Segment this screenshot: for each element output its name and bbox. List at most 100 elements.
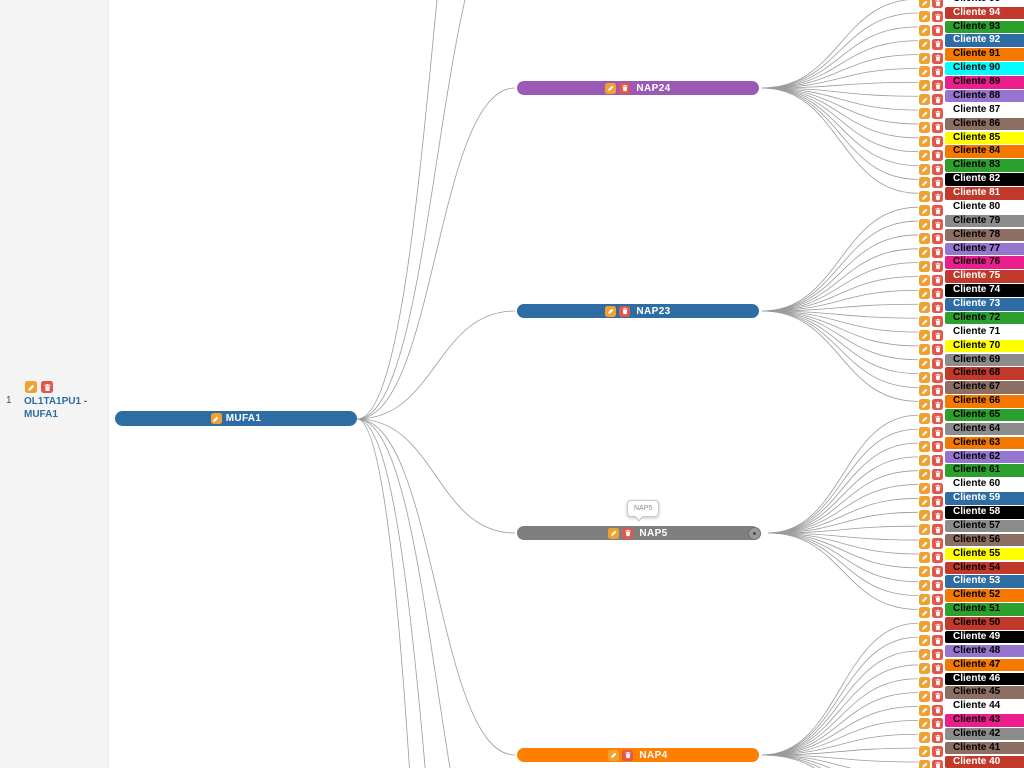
delete-icon[interactable] bbox=[932, 746, 943, 758]
delete-icon[interactable] bbox=[932, 232, 943, 244]
client-node[interactable]: Cliente 55 bbox=[945, 547, 1024, 561]
client-node[interactable]: Cliente 93 bbox=[945, 20, 1024, 34]
client-node[interactable]: Cliente 94 bbox=[945, 6, 1024, 20]
delete-icon[interactable] bbox=[932, 524, 943, 536]
delete-icon[interactable] bbox=[932, 357, 943, 369]
delete-icon[interactable] bbox=[619, 82, 631, 94]
delete-icon[interactable] bbox=[932, 66, 943, 78]
edit-icon[interactable] bbox=[919, 510, 930, 522]
edit-icon[interactable] bbox=[919, 551, 930, 563]
client-node[interactable]: Cliente 75 bbox=[945, 270, 1024, 283]
delete-icon[interactable] bbox=[932, 80, 943, 92]
client-node[interactable]: Cliente 45 bbox=[945, 686, 1024, 699]
client-node[interactable]: Cliente 85 bbox=[945, 131, 1024, 145]
edit-icon[interactable] bbox=[919, 579, 930, 591]
edit-icon[interactable] bbox=[919, 565, 930, 577]
delete-icon[interactable] bbox=[932, 288, 943, 300]
edit-icon[interactable] bbox=[919, 330, 930, 341]
client-node[interactable]: Cliente 46 bbox=[945, 672, 1024, 685]
edit-icon[interactable] bbox=[919, 80, 930, 92]
delete-icon[interactable] bbox=[932, 38, 943, 50]
delete-icon[interactable] bbox=[932, 607, 943, 619]
delete-icon[interactable] bbox=[932, 551, 943, 563]
edit-icon[interactable] bbox=[919, 593, 930, 605]
delete-icon[interactable] bbox=[932, 94, 943, 106]
edit-icon[interactable] bbox=[919, 413, 930, 425]
client-node[interactable]: Cliente 70 bbox=[945, 339, 1024, 353]
nap-node[interactable]: NAP5 bbox=[517, 526, 759, 540]
client-node[interactable]: Cliente 68 bbox=[945, 367, 1024, 380]
edit-icon[interactable] bbox=[919, 191, 930, 203]
edit-icon[interactable] bbox=[919, 121, 930, 133]
edit-icon[interactable] bbox=[605, 305, 617, 317]
delete-icon[interactable] bbox=[932, 565, 943, 577]
client-node[interactable]: Cliente 86 bbox=[945, 117, 1024, 131]
edit-icon[interactable] bbox=[210, 413, 222, 424]
delete-icon[interactable] bbox=[932, 579, 943, 591]
client-node[interactable]: Cliente 60 bbox=[945, 478, 1024, 491]
delete-icon[interactable] bbox=[932, 135, 943, 147]
delete-icon[interactable] bbox=[932, 690, 943, 702]
delete-icon[interactable] bbox=[932, 649, 943, 661]
edit-icon[interactable] bbox=[919, 66, 930, 78]
edit-icon[interactable] bbox=[919, 163, 930, 175]
client-node[interactable]: Cliente 48 bbox=[945, 644, 1024, 658]
edit-icon[interactable] bbox=[919, 482, 930, 494]
client-node[interactable]: Cliente 51 bbox=[945, 603, 1024, 616]
delete-icon[interactable] bbox=[932, 246, 943, 258]
delete-icon[interactable] bbox=[932, 260, 943, 272]
delete-icon[interactable] bbox=[932, 205, 943, 217]
edit-icon[interactable] bbox=[919, 219, 930, 231]
edit-icon[interactable] bbox=[919, 759, 930, 768]
client-node[interactable]: Cliente 47 bbox=[945, 658, 1024, 672]
edit-icon[interactable] bbox=[919, 649, 930, 661]
edit-icon[interactable] bbox=[919, 274, 930, 286]
delete-icon[interactable] bbox=[932, 121, 943, 133]
edit-icon[interactable] bbox=[919, 704, 930, 716]
delete-icon[interactable] bbox=[932, 427, 943, 439]
edit-icon[interactable] bbox=[919, 427, 930, 439]
delete-icon[interactable] bbox=[932, 149, 943, 161]
delete-icon[interactable] bbox=[932, 732, 943, 744]
delete-icon[interactable] bbox=[932, 704, 943, 716]
edit-icon[interactable] bbox=[919, 607, 930, 619]
client-node[interactable]: Cliente 82 bbox=[945, 173, 1024, 186]
edit-icon[interactable] bbox=[919, 11, 930, 22]
delete-icon[interactable] bbox=[932, 330, 943, 341]
client-node[interactable]: Cliente 78 bbox=[945, 228, 1024, 242]
client-node[interactable]: Cliente 52 bbox=[945, 589, 1024, 602]
client-node[interactable]: Cliente 95 bbox=[945, 0, 1024, 6]
edit-icon[interactable] bbox=[25, 381, 37, 393]
root-node[interactable]: MUFA1 bbox=[115, 411, 357, 426]
delete-icon[interactable] bbox=[932, 274, 943, 286]
client-node[interactable]: Cliente 71 bbox=[945, 325, 1024, 339]
delete-icon[interactable] bbox=[619, 305, 631, 317]
edit-icon[interactable] bbox=[919, 24, 930, 36]
client-node[interactable]: Cliente 76 bbox=[945, 256, 1024, 269]
client-node[interactable]: Cliente 73 bbox=[945, 298, 1024, 311]
client-node[interactable]: Cliente 66 bbox=[945, 395, 1024, 408]
nap-node[interactable]: NAP4 bbox=[517, 748, 759, 762]
client-node[interactable]: Cliente 89 bbox=[945, 76, 1024, 89]
client-node[interactable]: Cliente 43 bbox=[945, 714, 1024, 727]
edit-icon[interactable] bbox=[919, 524, 930, 536]
client-node[interactable]: Cliente 79 bbox=[945, 214, 1024, 228]
client-node[interactable]: Cliente 81 bbox=[945, 187, 1024, 200]
edit-icon[interactable] bbox=[919, 343, 930, 355]
delete-icon[interactable] bbox=[932, 11, 943, 22]
edit-icon[interactable] bbox=[919, 52, 930, 64]
edit-icon[interactable] bbox=[919, 676, 930, 688]
delete-icon[interactable] bbox=[932, 538, 943, 550]
client-node[interactable]: Cliente 59 bbox=[945, 492, 1024, 505]
edit-icon[interactable] bbox=[919, 177, 930, 189]
delete-icon[interactable] bbox=[932, 759, 943, 768]
client-node[interactable]: Cliente 40 bbox=[945, 755, 1024, 768]
delete-icon[interactable] bbox=[932, 662, 943, 674]
nap-node[interactable]: NAP23 bbox=[517, 304, 759, 318]
client-node[interactable]: Cliente 65 bbox=[945, 408, 1024, 422]
client-node[interactable]: Cliente 84 bbox=[945, 145, 1024, 158]
edit-icon[interactable] bbox=[919, 260, 930, 272]
delete-icon[interactable] bbox=[932, 371, 943, 383]
client-node[interactable]: Cliente 41 bbox=[945, 741, 1024, 755]
client-node[interactable]: Cliente 67 bbox=[945, 381, 1024, 394]
